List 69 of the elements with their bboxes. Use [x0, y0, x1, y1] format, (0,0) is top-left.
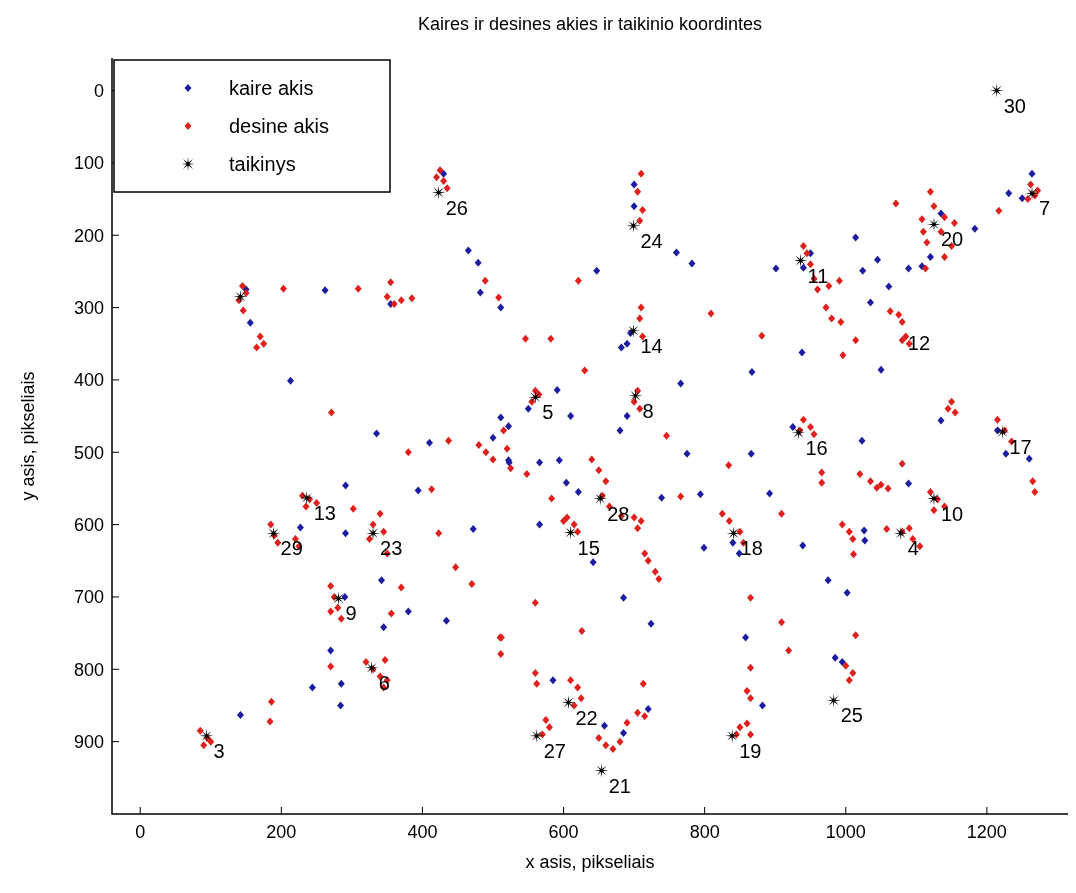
- annotation: 4: [907, 537, 919, 560]
- y-tick-label: 600: [73, 514, 104, 535]
- x-tick-label: 0: [135, 822, 146, 842]
- y-tick-label: 700: [73, 587, 104, 608]
- annotation: 28: [607, 502, 630, 525]
- point: [989, 83, 1004, 98]
- chart-title: Kaires ir desines akies ir taikinio koordintes: [417, 14, 763, 34]
- annotation: 14: [640, 334, 663, 357]
- y-tick-label: 800: [73, 659, 104, 680]
- x-tick-label: 600: [548, 822, 579, 842]
- x-tick-label: 800: [689, 822, 720, 842]
- point: [529, 728, 544, 743]
- x-axis-title: x asis, pikseliais: [525, 852, 655, 872]
- point: [593, 491, 608, 506]
- annotation: 3: [213, 739, 225, 762]
- annotation: 27: [543, 739, 566, 762]
- x-tick-label: 1200: [966, 822, 1007, 842]
- annotation: 21: [608, 774, 631, 797]
- point: [726, 526, 741, 541]
- point: [893, 526, 908, 541]
- annotation: 16: [805, 436, 828, 459]
- y-tick-label: 300: [73, 297, 104, 318]
- annotation: 8: [642, 399, 654, 422]
- annotation: 15: [577, 536, 600, 559]
- point: [793, 253, 808, 268]
- y-tick-label: 500: [73, 442, 104, 463]
- x-tick-label: 400: [407, 822, 438, 842]
- annotation: 7: [1039, 197, 1051, 220]
- point: [791, 425, 806, 440]
- y-axis-title: y asis, pikseliais: [18, 371, 38, 501]
- x-tick-label: 1000: [825, 822, 866, 842]
- annotation: 9: [345, 602, 357, 625]
- annotation: 25: [840, 704, 864, 727]
- point: [528, 390, 543, 405]
- annotation: 5: [542, 401, 554, 424]
- y-tick-label: 100: [73, 153, 104, 174]
- point: [233, 289, 248, 304]
- annotation: 17: [1009, 436, 1032, 459]
- annotation: 11: [807, 264, 829, 287]
- annotation: 24: [640, 229, 663, 252]
- y-tick-label: 0: [93, 80, 104, 101]
- legend-label: desine akis: [229, 115, 330, 137]
- y-tick-label: 200: [73, 225, 104, 246]
- y-tick-label: 400: [73, 370, 104, 391]
- point: [331, 591, 346, 606]
- point: [826, 693, 841, 708]
- annotation: 22: [575, 706, 598, 729]
- annotation: 23: [380, 537, 403, 560]
- point: [725, 728, 740, 743]
- annotation: 26: [445, 196, 468, 219]
- point: [626, 323, 641, 338]
- legend-label: taikinys: [229, 153, 296, 175]
- annotation: 30: [1003, 94, 1026, 117]
- x-tick-label: 200: [266, 822, 297, 842]
- y-tick-label: 900: [73, 731, 104, 752]
- annotation: 19: [739, 739, 762, 762]
- annotation: 18: [740, 537, 763, 560]
- annotation: 29: [280, 537, 303, 560]
- point: [594, 763, 609, 778]
- point: [563, 525, 578, 540]
- point: [266, 526, 281, 541]
- annotation: 12: [907, 331, 931, 354]
- annotation: 20: [940, 228, 964, 251]
- point: [299, 490, 314, 505]
- annotation: 13: [313, 501, 336, 524]
- legend-label: kaire akis: [229, 77, 314, 99]
- point: [561, 695, 576, 710]
- annotation: 10: [940, 502, 964, 525]
- point: [431, 185, 446, 200]
